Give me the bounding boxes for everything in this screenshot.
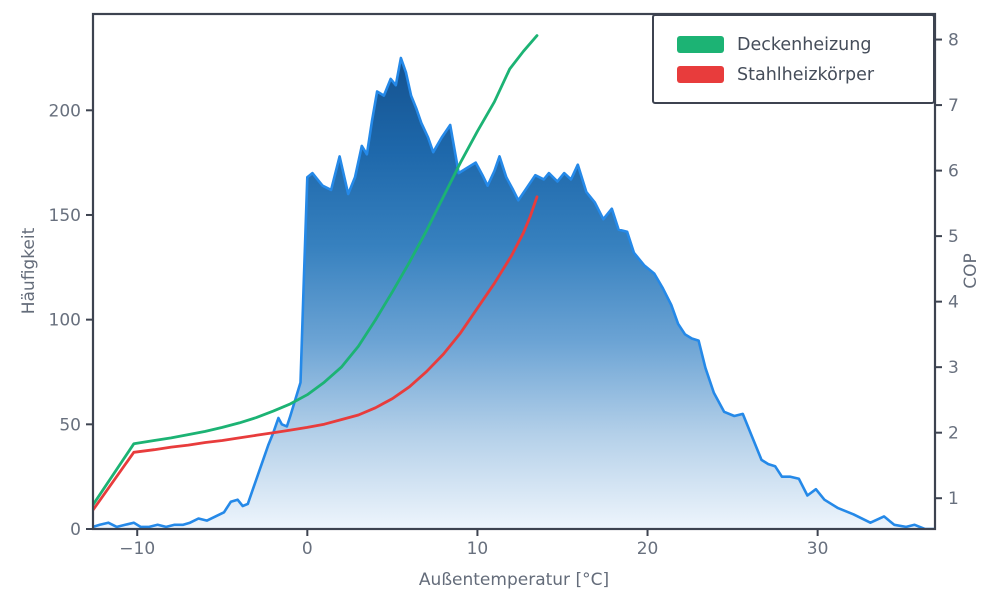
y-left-axis-title: Häufigkeit (19, 227, 39, 314)
legend-item-deckenheizung: Deckenheizung (677, 34, 933, 55)
x-tick-label: 20 (637, 539, 659, 559)
x-tick-label: 10 (467, 539, 489, 559)
plot-border (91, 12, 937, 531)
y-right-tick-label: 1 (948, 489, 959, 509)
legend-label-stahlheizkoerper: Stahlheizkörper (737, 64, 875, 85)
y-right-tick-label: 5 (948, 227, 959, 247)
axes-layer: −10 0 10 20 30 0 50 100 150 200 1 2 3 4 5 6 7 8 (49, 12, 959, 559)
legend: Deckenheizung Stahlheizkörper (652, 14, 935, 104)
y-right-tick-label: 4 (948, 293, 959, 313)
y-right-axis-title: COP (961, 253, 981, 289)
y-left-tick-label: 0 (70, 520, 81, 540)
cop-line-deckenheizung (92, 34, 539, 507)
frequency-area-fill (93, 58, 935, 529)
y-right-tick-label: 7 (948, 96, 959, 116)
y-right-tick-label: 8 (948, 31, 959, 51)
legend-item-stahlheizkoerper: Stahlheizkörper (677, 64, 933, 85)
x-tick-label: −10 (119, 539, 155, 559)
x-tick-label: 30 (807, 539, 829, 559)
y-right-tick-label: 6 (948, 162, 959, 182)
legend-swatch-deckenheizung (677, 36, 724, 53)
x-tick-label: 0 (302, 539, 313, 559)
x-axis-title: Außentemperatur [°C] (419, 570, 609, 590)
legend-label-deckenheizung: Deckenheizung (737, 34, 872, 55)
legend-swatch-stahlheizkoerper (677, 66, 724, 83)
y-right-tick-label: 2 (948, 424, 959, 444)
y-left-tick-label: 50 (59, 415, 81, 435)
y-left-tick-label: 200 (49, 101, 81, 121)
frequency-area-line (92, 56, 936, 530)
y-left-tick-label: 150 (49, 206, 81, 226)
y-left-tick-label: 100 (49, 311, 81, 331)
y-right-tick-label: 3 (948, 358, 959, 378)
cop-line-stahlheizkrper (92, 195, 539, 512)
series-layer (92, 34, 936, 530)
